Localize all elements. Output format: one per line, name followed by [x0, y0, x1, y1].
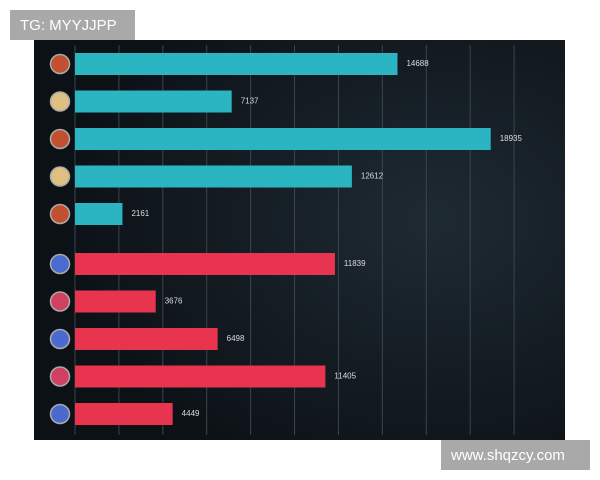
value-label: 12612	[361, 172, 384, 181]
value-label: 3676	[165, 297, 183, 306]
champion-icon	[49, 128, 71, 150]
bar	[75, 165, 352, 188]
watermark: www.shqzcy.com	[450, 447, 565, 464]
value-label: 14688	[406, 59, 429, 68]
bar	[75, 203, 123, 225]
bar	[75, 128, 491, 150]
champion-icon	[49, 166, 71, 187]
value-label: 11839	[344, 259, 366, 268]
champion-icon	[49, 91, 71, 112]
value-label: 2161	[131, 209, 149, 218]
champion-icon	[49, 53, 71, 75]
bar	[75, 328, 218, 350]
watermark-box	[441, 440, 590, 470]
bar	[75, 365, 326, 388]
bar	[75, 53, 398, 75]
champion-icon	[49, 328, 71, 350]
watermark: TG: MYYJJPP	[20, 17, 117, 34]
value-label: 11405	[334, 372, 356, 381]
champion-icon	[49, 203, 71, 225]
value-label: 6498	[227, 334, 245, 343]
champion-icon	[49, 291, 71, 312]
value-label: 4449	[182, 409, 200, 418]
bar	[75, 253, 335, 275]
champion-icon	[49, 403, 71, 425]
bar	[75, 90, 232, 113]
champion-icon	[49, 366, 71, 387]
value-label: 18935	[500, 134, 523, 143]
champion-icon	[49, 253, 71, 275]
watermark-box	[10, 10, 135, 40]
bar	[75, 403, 173, 425]
value-label: 7137	[241, 97, 259, 106]
bar	[75, 290, 156, 313]
